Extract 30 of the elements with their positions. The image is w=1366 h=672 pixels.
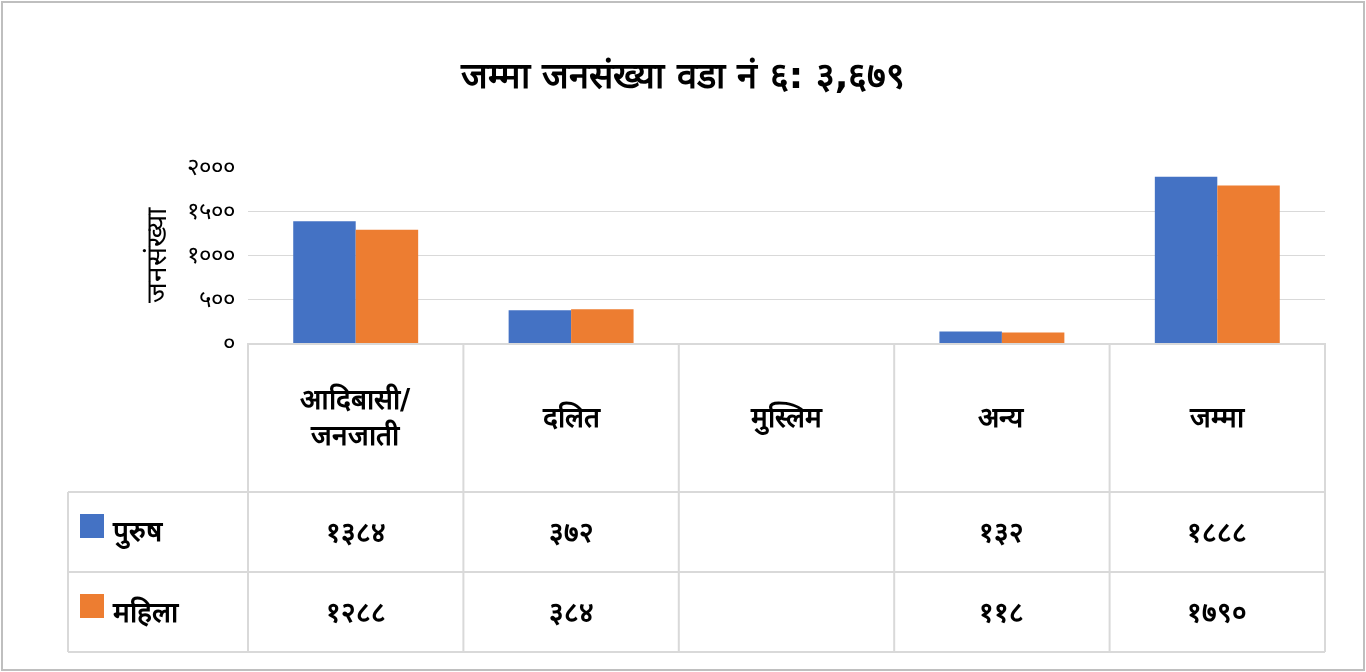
y-tick-label: २००० (187, 153, 235, 182)
data-label: १८८८ (1187, 516, 1247, 549)
bar (571, 309, 634, 343)
bar (355, 229, 419, 343)
bar (1217, 185, 1280, 343)
y-axis-title: जनसंख्या (139, 206, 173, 303)
x-tick-label: जम्मा (1189, 401, 1246, 434)
x-tick-label: अन्य (978, 401, 1025, 434)
data-label: १३८४ (326, 516, 386, 549)
data-label: ३७२ (549, 516, 594, 549)
x-tick-label: दलित (542, 401, 601, 434)
data-label: १२८८ (326, 596, 386, 629)
data-label: ११८ (979, 596, 1024, 629)
x-tick-label: मुस्लिम (750, 401, 823, 435)
x-tick-label: आदिबासी/जनजाती (300, 383, 411, 453)
bar (293, 221, 356, 343)
bar (1154, 176, 1218, 343)
data-label: १३२ (979, 516, 1024, 549)
chart-title: जम्मा जनसंख्या वडा नं ६: ३,६७९ (459, 54, 906, 96)
y-tick-label: १००० (187, 241, 235, 270)
y-tick-label: ५०० (199, 285, 235, 314)
data-label: १७९० (1187, 596, 1247, 629)
bar (1001, 332, 1065, 343)
bar (939, 331, 1002, 343)
y-tick-label: ० (223, 329, 235, 358)
legend-label: महिला (112, 596, 180, 629)
bar (508, 310, 572, 343)
legend-label: पुरुष (112, 515, 164, 549)
y-tick-label: १५०० (187, 197, 235, 226)
data-label: ३८४ (549, 596, 594, 629)
